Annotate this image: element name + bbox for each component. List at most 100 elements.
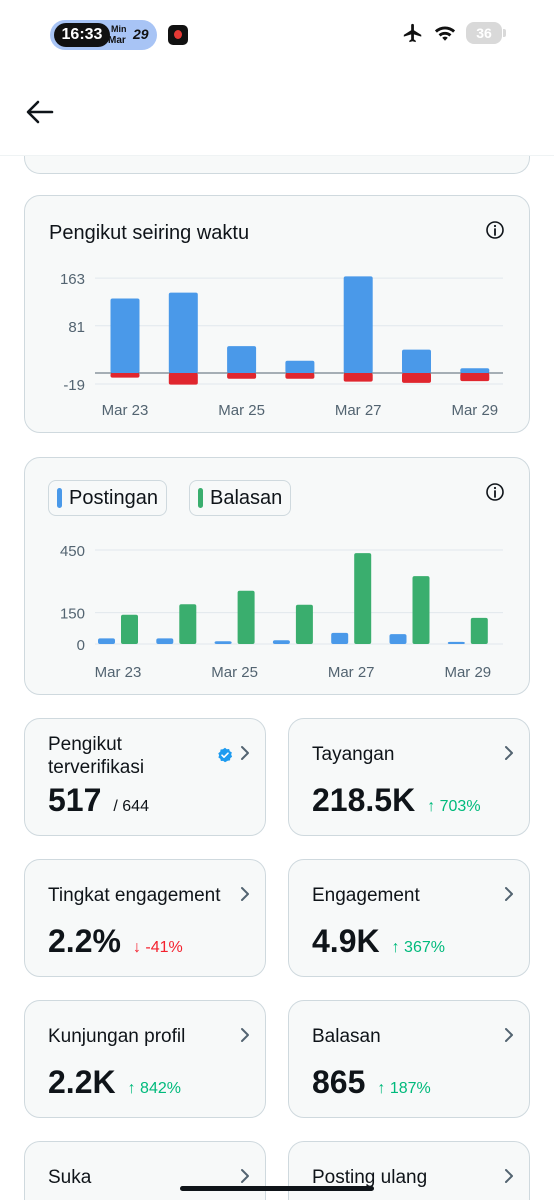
chevron-right-icon (505, 746, 513, 760)
min-label: Min (111, 24, 127, 34)
x-tick-label: Mar 23 (95, 664, 142, 681)
date-time-pill: 16:33 Min Mar 29 (50, 20, 157, 50)
x-tick-label: Mar 29 (451, 402, 498, 419)
bar-balasan[interactable] (121, 614, 138, 644)
stat-label: Tingkat engagement (48, 885, 221, 906)
bar-postingan[interactable] (447, 641, 465, 644)
stat-total: / 644 (113, 798, 149, 815)
stat-card-profile-visits[interactable]: Kunjungan profil 2.2K ↑ 842% (24, 1000, 266, 1118)
day-label: 29 (133, 26, 149, 42)
bar-postingan[interactable] (389, 634, 407, 644)
bar-lost[interactable] (343, 372, 373, 382)
bar-gained[interactable] (110, 298, 140, 373)
stat-card-likes[interactable]: Suka (24, 1141, 266, 1200)
stat-label: Pengikut terverifikasi (48, 734, 145, 778)
bar-lost[interactable] (168, 372, 198, 385)
y-tick-label: 150 (60, 606, 85, 623)
legend-postingan[interactable]: Postingan (48, 480, 167, 516)
bar-postingan[interactable] (331, 632, 349, 644)
x-tick-label: Mar 29 (444, 664, 491, 681)
verified-badge-icon (218, 747, 233, 763)
legend-balasan[interactable]: Balasan (189, 480, 292, 516)
bar-lost[interactable] (285, 372, 315, 379)
bar-balasan[interactable] (412, 576, 430, 644)
x-tick-label: Mar 23 (102, 402, 149, 419)
stat-change: ↑ 703% (427, 798, 481, 815)
bar-balasan[interactable] (237, 590, 255, 644)
stat-label: Balasan (312, 1026, 381, 1047)
bar-postingan[interactable] (156, 638, 174, 644)
stat-value-row: 2.2K ↑ 842% (48, 1064, 181, 1101)
x-tick-label: Mar 27 (328, 664, 375, 681)
stat-value-row: 4.9K ↑ 367% (312, 923, 445, 960)
x-tick-label: Mar 27 (335, 402, 382, 419)
followers-chart-card: Pengikut seiring waktu 163 81 -19 Mar 23 Mar… (24, 195, 530, 433)
x-tick-label: Mar 25 (211, 664, 258, 681)
stat-value: 2.2K (48, 1064, 116, 1100)
stat-card-impressions[interactable]: Tayangan 218.5K ↑ 703% (288, 718, 530, 836)
bar-postingan[interactable] (98, 638, 115, 644)
bar-postingan[interactable] (272, 640, 290, 644)
bar-balasan[interactable] (179, 604, 197, 644)
battery-icon: 36 (466, 22, 506, 44)
month-label: Mar (108, 35, 126, 46)
chevron-right-icon (241, 1028, 249, 1042)
stat-card-reposts[interactable]: Posting ulang (288, 1141, 530, 1200)
bar-gained[interactable] (402, 349, 431, 373)
chevron-right-icon (241, 887, 249, 901)
stat-value-row: 517 / 644 (48, 782, 149, 819)
bar-gained[interactable] (460, 368, 490, 373)
bar-balasan[interactable] (470, 617, 488, 644)
legend-label: Balasan (210, 486, 283, 509)
stat-label: Posting ulang (312, 1167, 428, 1188)
stat-value: 517 (48, 782, 102, 818)
stat-label: Suka (48, 1167, 92, 1188)
y-tick-label: 0 (77, 637, 85, 654)
stat-card-engagement-rate[interactable]: Tingkat engagement 2.2% ↓ -41% (24, 859, 266, 977)
bar-gained[interactable] (343, 276, 373, 373)
status-bar: 16:33 Min Mar 29 36 (0, 0, 554, 70)
stat-label: Engagement (312, 885, 420, 906)
y-tick-label: 163 (60, 271, 85, 288)
notification-app-icon (168, 25, 188, 45)
bar-lost[interactable] (402, 372, 431, 383)
stat-value-row: 218.5K ↑ 703% (312, 782, 481, 819)
status-icons: 36 (402, 22, 506, 44)
stat-change: ↑ 842% (127, 1080, 181, 1097)
bar-gained[interactable] (227, 346, 257, 373)
bar-lost[interactable] (460, 372, 490, 382)
posts-chart: 450 150 0 Mar 23 Mar 25 Mar 27 Mar 29 (60, 543, 503, 681)
info-icon[interactable] (485, 220, 505, 240)
legend-swatch (57, 488, 62, 508)
bar-postingan[interactable] (214, 641, 232, 644)
chevron-right-icon (241, 746, 249, 760)
airplane-icon (403, 23, 422, 43)
stat-value: 865 (312, 1064, 366, 1100)
stat-change: ↑ 367% (391, 939, 445, 956)
stat-value-row: 2.2% ↓ -41% (48, 923, 183, 960)
bar-balasan[interactable] (295, 604, 313, 644)
top-header (0, 70, 554, 156)
chevron-right-icon (505, 887, 513, 901)
posts-chart-card: Postingan Balasan 450 150 0 Mar 23 Mar 25 Mar… (24, 457, 530, 695)
bar-balasan[interactable] (354, 553, 372, 644)
chart-title: Pengikut seiring waktu (49, 222, 250, 244)
stat-card-replies[interactable]: Balasan 865 ↑ 187% (288, 1000, 530, 1118)
stat-change: ↑ 187% (377, 1080, 431, 1097)
bar-gained[interactable] (168, 292, 198, 373)
stat-card-verified-followers[interactable]: Pengikut terverifikasi 517 / 644 (24, 718, 266, 836)
arrow-left-icon[interactable] (24, 96, 56, 128)
y-tick-label: -19 (63, 377, 85, 394)
legend-label: Postingan (69, 486, 158, 509)
home-indicator[interactable] (180, 1186, 374, 1191)
info-icon[interactable] (485, 482, 505, 502)
bar-lost[interactable] (227, 372, 257, 379)
bar-lost[interactable] (110, 372, 140, 378)
bar-gained[interactable] (285, 360, 315, 373)
stat-label: Tayangan (312, 744, 395, 765)
stat-card-engagements[interactable]: Engagement 4.9K ↑ 367% (288, 859, 530, 977)
legend-swatch (198, 488, 203, 508)
y-tick-label: 450 (60, 543, 85, 560)
wifi-icon (434, 26, 456, 41)
clock-time: 16:33 (54, 23, 110, 47)
